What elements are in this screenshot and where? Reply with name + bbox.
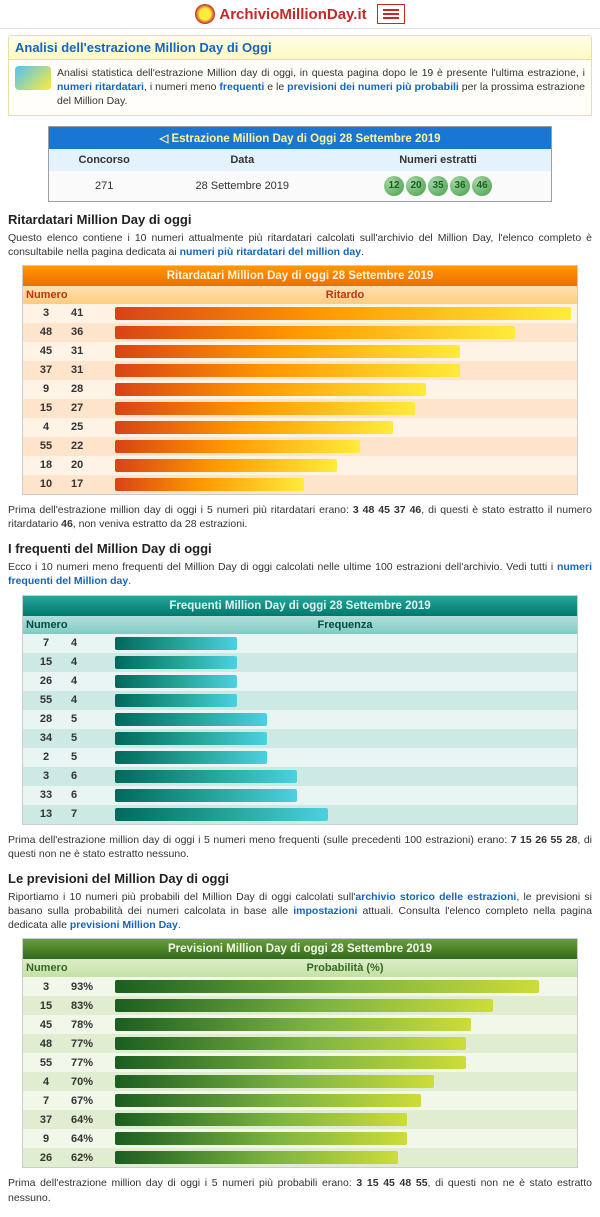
chart-row: 345 (23, 729, 577, 748)
extraction-header: Concorso Data Numeri estratti (49, 149, 551, 171)
chart-row: 264 (23, 672, 577, 691)
topbar: ArchivioMillionDay.it (0, 0, 600, 29)
link-impostazioni[interactable]: impostazioni (293, 905, 357, 917)
ball: 20 (406, 176, 426, 196)
previsioni-heading: Le previsioni del Million Day di oggi (8, 871, 592, 886)
chart-row: 425 (23, 418, 577, 437)
frequenti-note: Prima dell'estrazione million day di ogg… (8, 833, 592, 861)
previsioni-desc: Riportiamo i 10 numeri più probabili del… (8, 890, 592, 933)
link-ritardatari-page[interactable]: numeri più ritardatari del million day (180, 246, 361, 258)
chart-row: 554 (23, 691, 577, 710)
chart-row: 393% (23, 977, 577, 996)
extraction-row: 271 28 Settembre 2019 1220353646 (49, 171, 551, 201)
chart-row: 137 (23, 805, 577, 824)
link-previsioni[interactable]: previsioni dei numeri più probabili (287, 81, 459, 93)
chart-row: 36 (23, 767, 577, 786)
chart-row: 4836 (23, 323, 577, 342)
link-frequenti[interactable]: frequenti (219, 81, 264, 93)
chart-row: 2662% (23, 1148, 577, 1167)
extraction-title: ◁ Estrazione Million Day di Oggi 28 Sett… (49, 127, 551, 149)
chart-row: 964% (23, 1129, 577, 1148)
chart-row: 1583% (23, 996, 577, 1015)
menu-button[interactable] (377, 4, 405, 24)
ball: 35 (428, 176, 448, 196)
chart-row: 5577% (23, 1053, 577, 1072)
chart-row: 3731 (23, 361, 577, 380)
ritardatari-chart: Ritardatari Million Day di oggi 28 Sette… (22, 265, 578, 495)
main-content: Analisi dell'estrazione Million Day di O… (0, 29, 600, 1217)
intro-text: Analisi statistica dell'estrazione Milli… (8, 60, 592, 116)
chart-row: 341 (23, 304, 577, 323)
ball: 36 (450, 176, 470, 196)
link-ritardatari[interactable]: numeri ritardatari (57, 81, 144, 93)
previsioni-note: Prima dell'estrazione million day di ogg… (8, 1176, 592, 1204)
chart-row: 470% (23, 1072, 577, 1091)
frequenti-heading: I frequenti del Million Day di oggi (8, 541, 592, 556)
logo-icon (195, 4, 215, 24)
chart-row: 1527 (23, 399, 577, 418)
extracted-numbers: 1220353646 (325, 171, 551, 201)
chart-row: 154 (23, 653, 577, 672)
ball: 46 (472, 176, 492, 196)
chart-row: 3764% (23, 1110, 577, 1129)
page-title: Analisi dell'estrazione Million Day di O… (8, 35, 592, 60)
frequenti-desc: Ecco i 10 numeri meno frequenti del Mill… (8, 560, 592, 588)
link-previsioni-page[interactable]: previsioni Million Day (70, 919, 178, 931)
chart-row: 928 (23, 380, 577, 399)
frequenti-chart: Frequenti Million Day di oggi 28 Settemb… (22, 595, 578, 825)
chart-row: 5522 (23, 437, 577, 456)
link-archivio[interactable]: archivio storico delle estrazioni (355, 891, 516, 903)
chart-row: 767% (23, 1091, 577, 1110)
chart-row: 336 (23, 786, 577, 805)
ritardatari-desc: Questo elenco contiene i 10 numeri attua… (8, 231, 592, 259)
chart-row: 4531 (23, 342, 577, 361)
chart-row: 74 (23, 634, 577, 653)
chart-row: 4578% (23, 1015, 577, 1034)
ritardatari-note: Prima dell'estrazione million day di ogg… (8, 503, 592, 531)
extraction-box: ◁ Estrazione Million Day di Oggi 28 Sett… (48, 126, 552, 202)
chart-row: 25 (23, 748, 577, 767)
site-name: ArchivioMillionDay.it (219, 6, 366, 23)
chart-row: 1820 (23, 456, 577, 475)
ball: 12 (384, 176, 404, 196)
previsioni-chart: Previsioni Million Day di oggi 28 Settem… (22, 938, 578, 1168)
intro-icon (15, 66, 51, 90)
chart-row: 1017 (23, 475, 577, 494)
chart-row: 4877% (23, 1034, 577, 1053)
chart-row: 285 (23, 710, 577, 729)
ritardatari-heading: Ritardatari Million Day di oggi (8, 212, 592, 227)
